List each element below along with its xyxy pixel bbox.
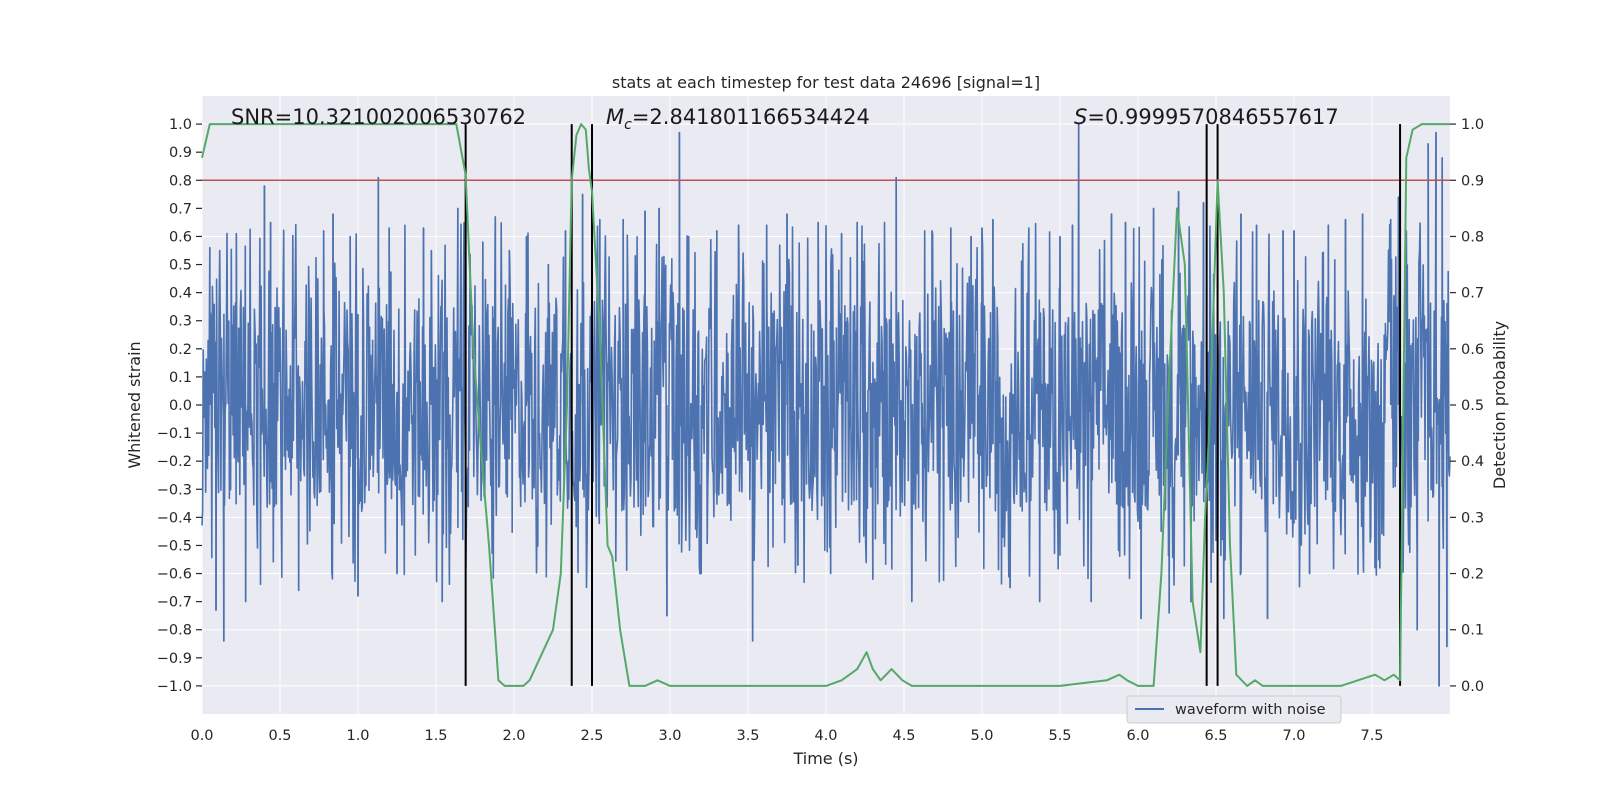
x-tick-label-10: 5.0 (970, 728, 993, 744)
y-left-tick-label-17: −0.7 (157, 595, 192, 611)
x-tick-label-6: 3.0 (658, 728, 681, 744)
y-right-tick-label-0: 1.0 (1461, 117, 1484, 133)
x-tick-label-12: 6.0 (1126, 728, 1149, 744)
y-left-tick-label-12: −0.2 (157, 454, 192, 470)
x-tick-label-3: 1.5 (424, 728, 447, 744)
score-value: =0.9999570846557617 (1087, 105, 1338, 129)
y-left-tick-label-6: 0.4 (169, 286, 192, 302)
y-left-tick-label-8: 0.2 (169, 342, 192, 358)
x-tick-label-13: 6.5 (1204, 728, 1227, 744)
y-left-tick-label-1: 0.9 (169, 145, 192, 161)
y-right-tick-label-5: 0.5 (1461, 398, 1484, 414)
legend-label-waveform: waveform with noise (1175, 702, 1326, 718)
y-left-tick-label-10: 0.0 (169, 398, 192, 414)
legend: waveform with noise (1126, 695, 1342, 724)
y-right-tick-label-3: 0.7 (1461, 286, 1484, 302)
x-tick-label-15: 7.5 (1360, 728, 1383, 744)
y-left-tick-label-20: −1.0 (157, 679, 192, 695)
x-tick-label-5: 2.5 (580, 728, 603, 744)
y-left-tick-label-15: −0.5 (157, 538, 192, 554)
chirp-mass-subscript: c (624, 117, 632, 133)
y-left-tick-label-9: 0.1 (169, 370, 192, 386)
waveform-line (201, 123, 1451, 687)
x-axis-label: Time (s) (792, 749, 858, 768)
y-left-tick-label-16: −0.6 (157, 567, 192, 583)
detection-probability-line (201, 123, 1450, 687)
x-tick-label-9: 4.5 (892, 728, 915, 744)
y-left-tick-label-11: −0.1 (157, 426, 192, 442)
y-right-tick-label-9: 0.1 (1461, 623, 1484, 639)
y-right-tick-label-7: 0.3 (1461, 510, 1484, 526)
x-tick-label-7: 3.5 (736, 728, 759, 744)
x-tick-label-1: 0.5 (268, 728, 291, 744)
x-tick-label-2: 1.0 (346, 728, 369, 744)
y-right-tick-label-1: 0.9 (1461, 173, 1484, 189)
legend-box (1126, 695, 1342, 724)
snr-annotation: SNR=10.321002006530762 (231, 105, 526, 129)
probability-series (201, 123, 1450, 687)
y-axis-label-right: Detection probability (1490, 321, 1509, 489)
y-left-tick-label-18: −0.8 (157, 623, 192, 639)
y-left-tick-label-2: 0.8 (169, 173, 192, 189)
chirp-mass-value: =2.841801166534424 (632, 105, 870, 129)
y-left-tick-label-4: 0.6 (169, 229, 192, 245)
score-symbol: S (1074, 105, 1087, 129)
y-right-tick-label-8: 0.2 (1461, 567, 1484, 583)
x-tick-label-11: 5.5 (1048, 728, 1071, 744)
chart-title: stats at each timestep for test data 246… (612, 73, 1040, 92)
strain-series (201, 123, 1451, 687)
y-left-tick-label-19: −0.9 (157, 651, 192, 667)
y-right-tick-label-10: 0.0 (1461, 679, 1484, 695)
y-left-tick-label-13: −0.3 (157, 482, 192, 498)
y-axis-label-left: Whitened strain (125, 341, 144, 468)
chirp-mass-symbol: M (606, 105, 624, 129)
x-tick-label-14: 7.0 (1282, 728, 1305, 744)
x-tick-label-4: 2.0 (502, 728, 525, 744)
y-left-tick-label-14: −0.4 (157, 510, 192, 526)
chirp-mass-annotation: Mc=2.841801166534424 (606, 105, 870, 133)
axis-ticks: 0.0 0.5 1.0 1.5 2.0 2.5 3.0 3.5 4.0 4.5 5.0 5.5 6.0 6… (157, 117, 1484, 744)
y-left-tick-label-7: 0.3 (169, 314, 192, 330)
x-tick-label-8: 4.0 (814, 728, 837, 744)
y-right-tick-label-4: 0.6 (1461, 342, 1484, 358)
y-left-tick-label-3: 0.7 (169, 201, 192, 217)
y-left-tick-label-5: 0.5 (169, 258, 192, 274)
y-right-tick-label-6: 0.4 (1461, 454, 1484, 470)
y-right-tick-label-2: 0.8 (1461, 229, 1484, 245)
y-left-tick-label-0: 1.0 (169, 117, 192, 133)
x-tick-label-0: 0.0 (190, 728, 213, 744)
score-annotation: S=0.9999570846557617 (1074, 105, 1339, 129)
